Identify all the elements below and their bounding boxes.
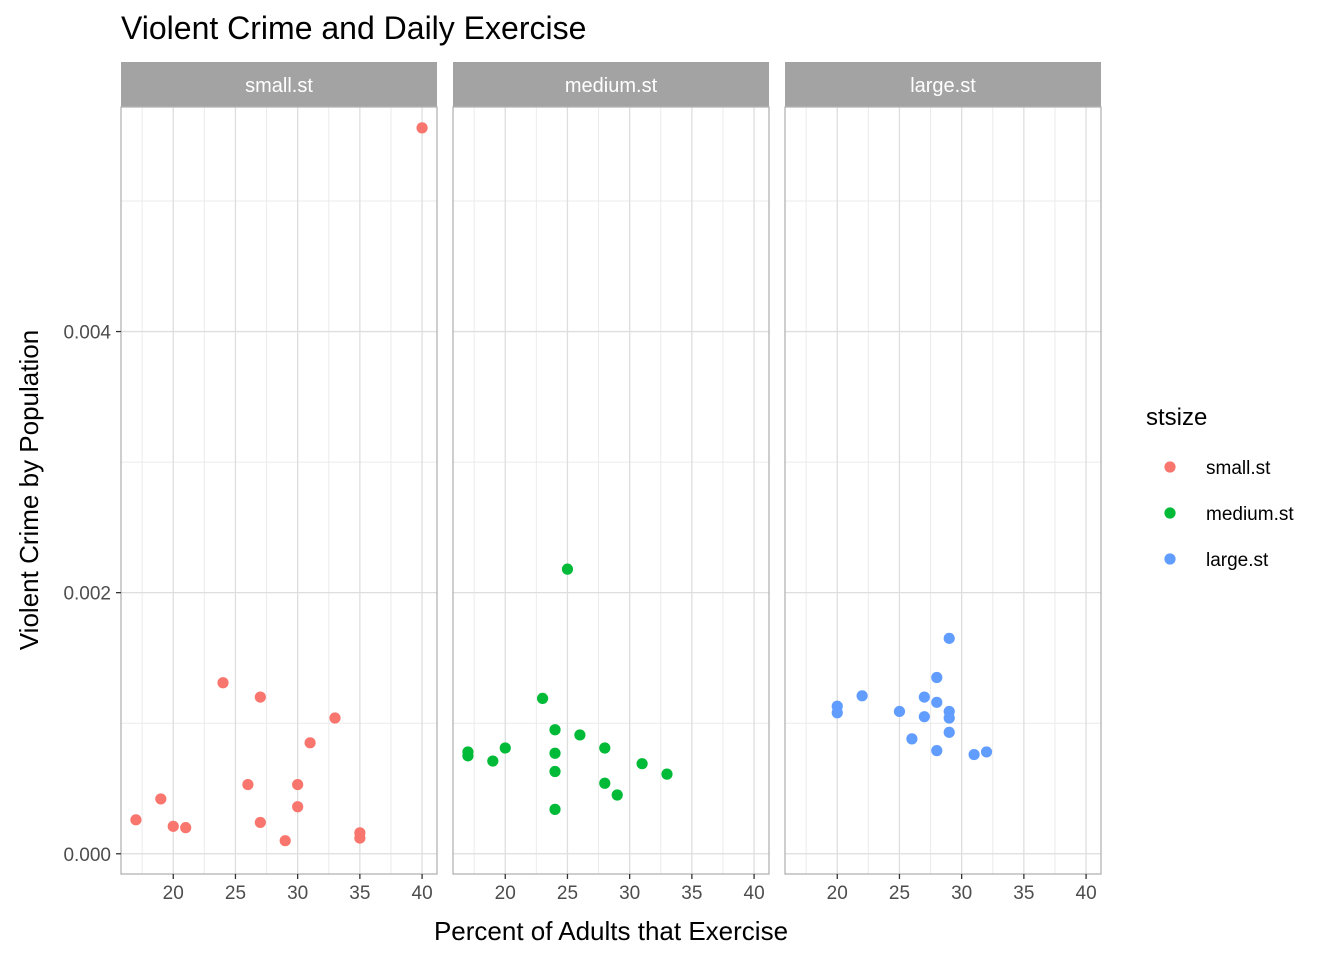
x-tick-label: 40 xyxy=(412,883,433,904)
facet-strip xyxy=(121,62,437,107)
data-point xyxy=(549,803,561,815)
chart-title: Violent Crime and Daily Exercise xyxy=(121,10,586,46)
panel-border xyxy=(452,106,770,875)
facet-strip-label: medium.st xyxy=(565,75,658,97)
data-point xyxy=(931,745,943,757)
y-tick-label: 0.002 xyxy=(63,584,111,605)
data-point xyxy=(462,750,474,762)
data-point xyxy=(943,632,955,644)
data-point xyxy=(487,755,499,767)
data-point xyxy=(611,789,623,801)
x-tick-label: 30 xyxy=(619,883,640,904)
legend-entry-large-st: large.st xyxy=(1164,550,1269,571)
y-tick-label: 0.004 xyxy=(63,323,111,344)
x-tick-label: 35 xyxy=(349,883,370,904)
x-tick-label: 30 xyxy=(951,883,972,904)
data-point xyxy=(304,737,316,749)
data-point xyxy=(292,778,304,791)
data-point xyxy=(943,726,955,738)
facet-panel-small-st: small.st xyxy=(120,62,438,875)
data-point xyxy=(918,711,930,723)
y-tick-label: 0.000 xyxy=(63,845,111,866)
data-point xyxy=(931,671,943,684)
data-point xyxy=(354,832,366,844)
data-point xyxy=(931,696,943,708)
legend-label: medium.st xyxy=(1206,504,1294,525)
data-point xyxy=(831,707,843,719)
data-point xyxy=(561,563,574,575)
facet-panel-large-st: large.st xyxy=(784,62,1102,875)
panel-border xyxy=(120,106,438,875)
x-tick-label: 25 xyxy=(557,883,578,904)
x-tick-label: 30 xyxy=(287,883,308,904)
panel-border xyxy=(784,106,1102,875)
x-tick-label: 20 xyxy=(495,883,516,904)
facet-strip-label: small.st xyxy=(245,75,313,97)
data-point xyxy=(155,793,167,805)
data-point xyxy=(918,691,930,703)
data-point xyxy=(416,122,428,134)
data-point xyxy=(661,768,673,780)
data-point xyxy=(893,705,906,718)
data-point xyxy=(499,742,511,754)
legend-key xyxy=(1164,507,1176,519)
y-axis-title: Violent Crime by Population xyxy=(14,330,44,650)
data-point xyxy=(167,820,179,832)
x-axis-title: Percent of Adults that Exercise xyxy=(434,916,788,946)
facet-strip-label: large.st xyxy=(910,75,976,97)
data-point xyxy=(130,814,142,826)
data-point xyxy=(906,733,918,745)
data-point xyxy=(943,712,955,724)
data-point xyxy=(980,746,993,758)
legend-key xyxy=(1164,461,1176,473)
data-point xyxy=(968,748,980,761)
x-tick-label: 40 xyxy=(744,883,765,904)
data-point xyxy=(292,801,304,813)
facet-strip xyxy=(785,62,1101,107)
data-point xyxy=(254,816,266,829)
x-tick-label: 40 xyxy=(1076,883,1097,904)
facet-strip xyxy=(453,62,769,107)
data-point xyxy=(254,691,266,703)
facet-panel-medium-st: medium.st xyxy=(452,62,770,875)
data-point xyxy=(180,822,192,834)
legend-entry-medium-st: medium.st xyxy=(1164,504,1294,525)
legend-key xyxy=(1164,553,1176,565)
legend-title: stsize xyxy=(1146,404,1207,431)
legend-label: large.st xyxy=(1206,550,1269,571)
data-point xyxy=(599,742,611,754)
legend-entry-small-st: small.st xyxy=(1164,458,1271,479)
x-tick-label: 25 xyxy=(889,883,910,904)
data-point xyxy=(329,712,341,724)
x-tick-label: 25 xyxy=(225,883,246,904)
x-tick-label: 35 xyxy=(681,883,702,904)
legend-label: small.st xyxy=(1206,458,1271,479)
x-tick-label: 20 xyxy=(163,883,184,904)
data-point xyxy=(636,758,648,770)
data-point xyxy=(856,690,868,702)
x-axis: 20 25 30 35 40 20 25 30 35 40 20 25 30 35 40 xyxy=(163,874,1097,904)
data-point xyxy=(549,747,561,759)
facet-panels: small.st medium.st large.st xyxy=(120,62,1102,875)
legend: stsize small.st medium.st large.st xyxy=(1146,404,1294,571)
data-point xyxy=(242,778,254,791)
data-point xyxy=(536,692,549,705)
data-point xyxy=(217,677,229,689)
data-point xyxy=(599,777,611,789)
data-point xyxy=(549,765,561,778)
x-tick-label: 20 xyxy=(827,883,848,904)
data-point xyxy=(279,835,291,847)
data-point xyxy=(549,724,561,736)
x-tick-label: 35 xyxy=(1013,883,1034,904)
y-axis: 0.000 0.002 0.004 xyxy=(63,323,121,866)
data-point xyxy=(574,729,586,741)
